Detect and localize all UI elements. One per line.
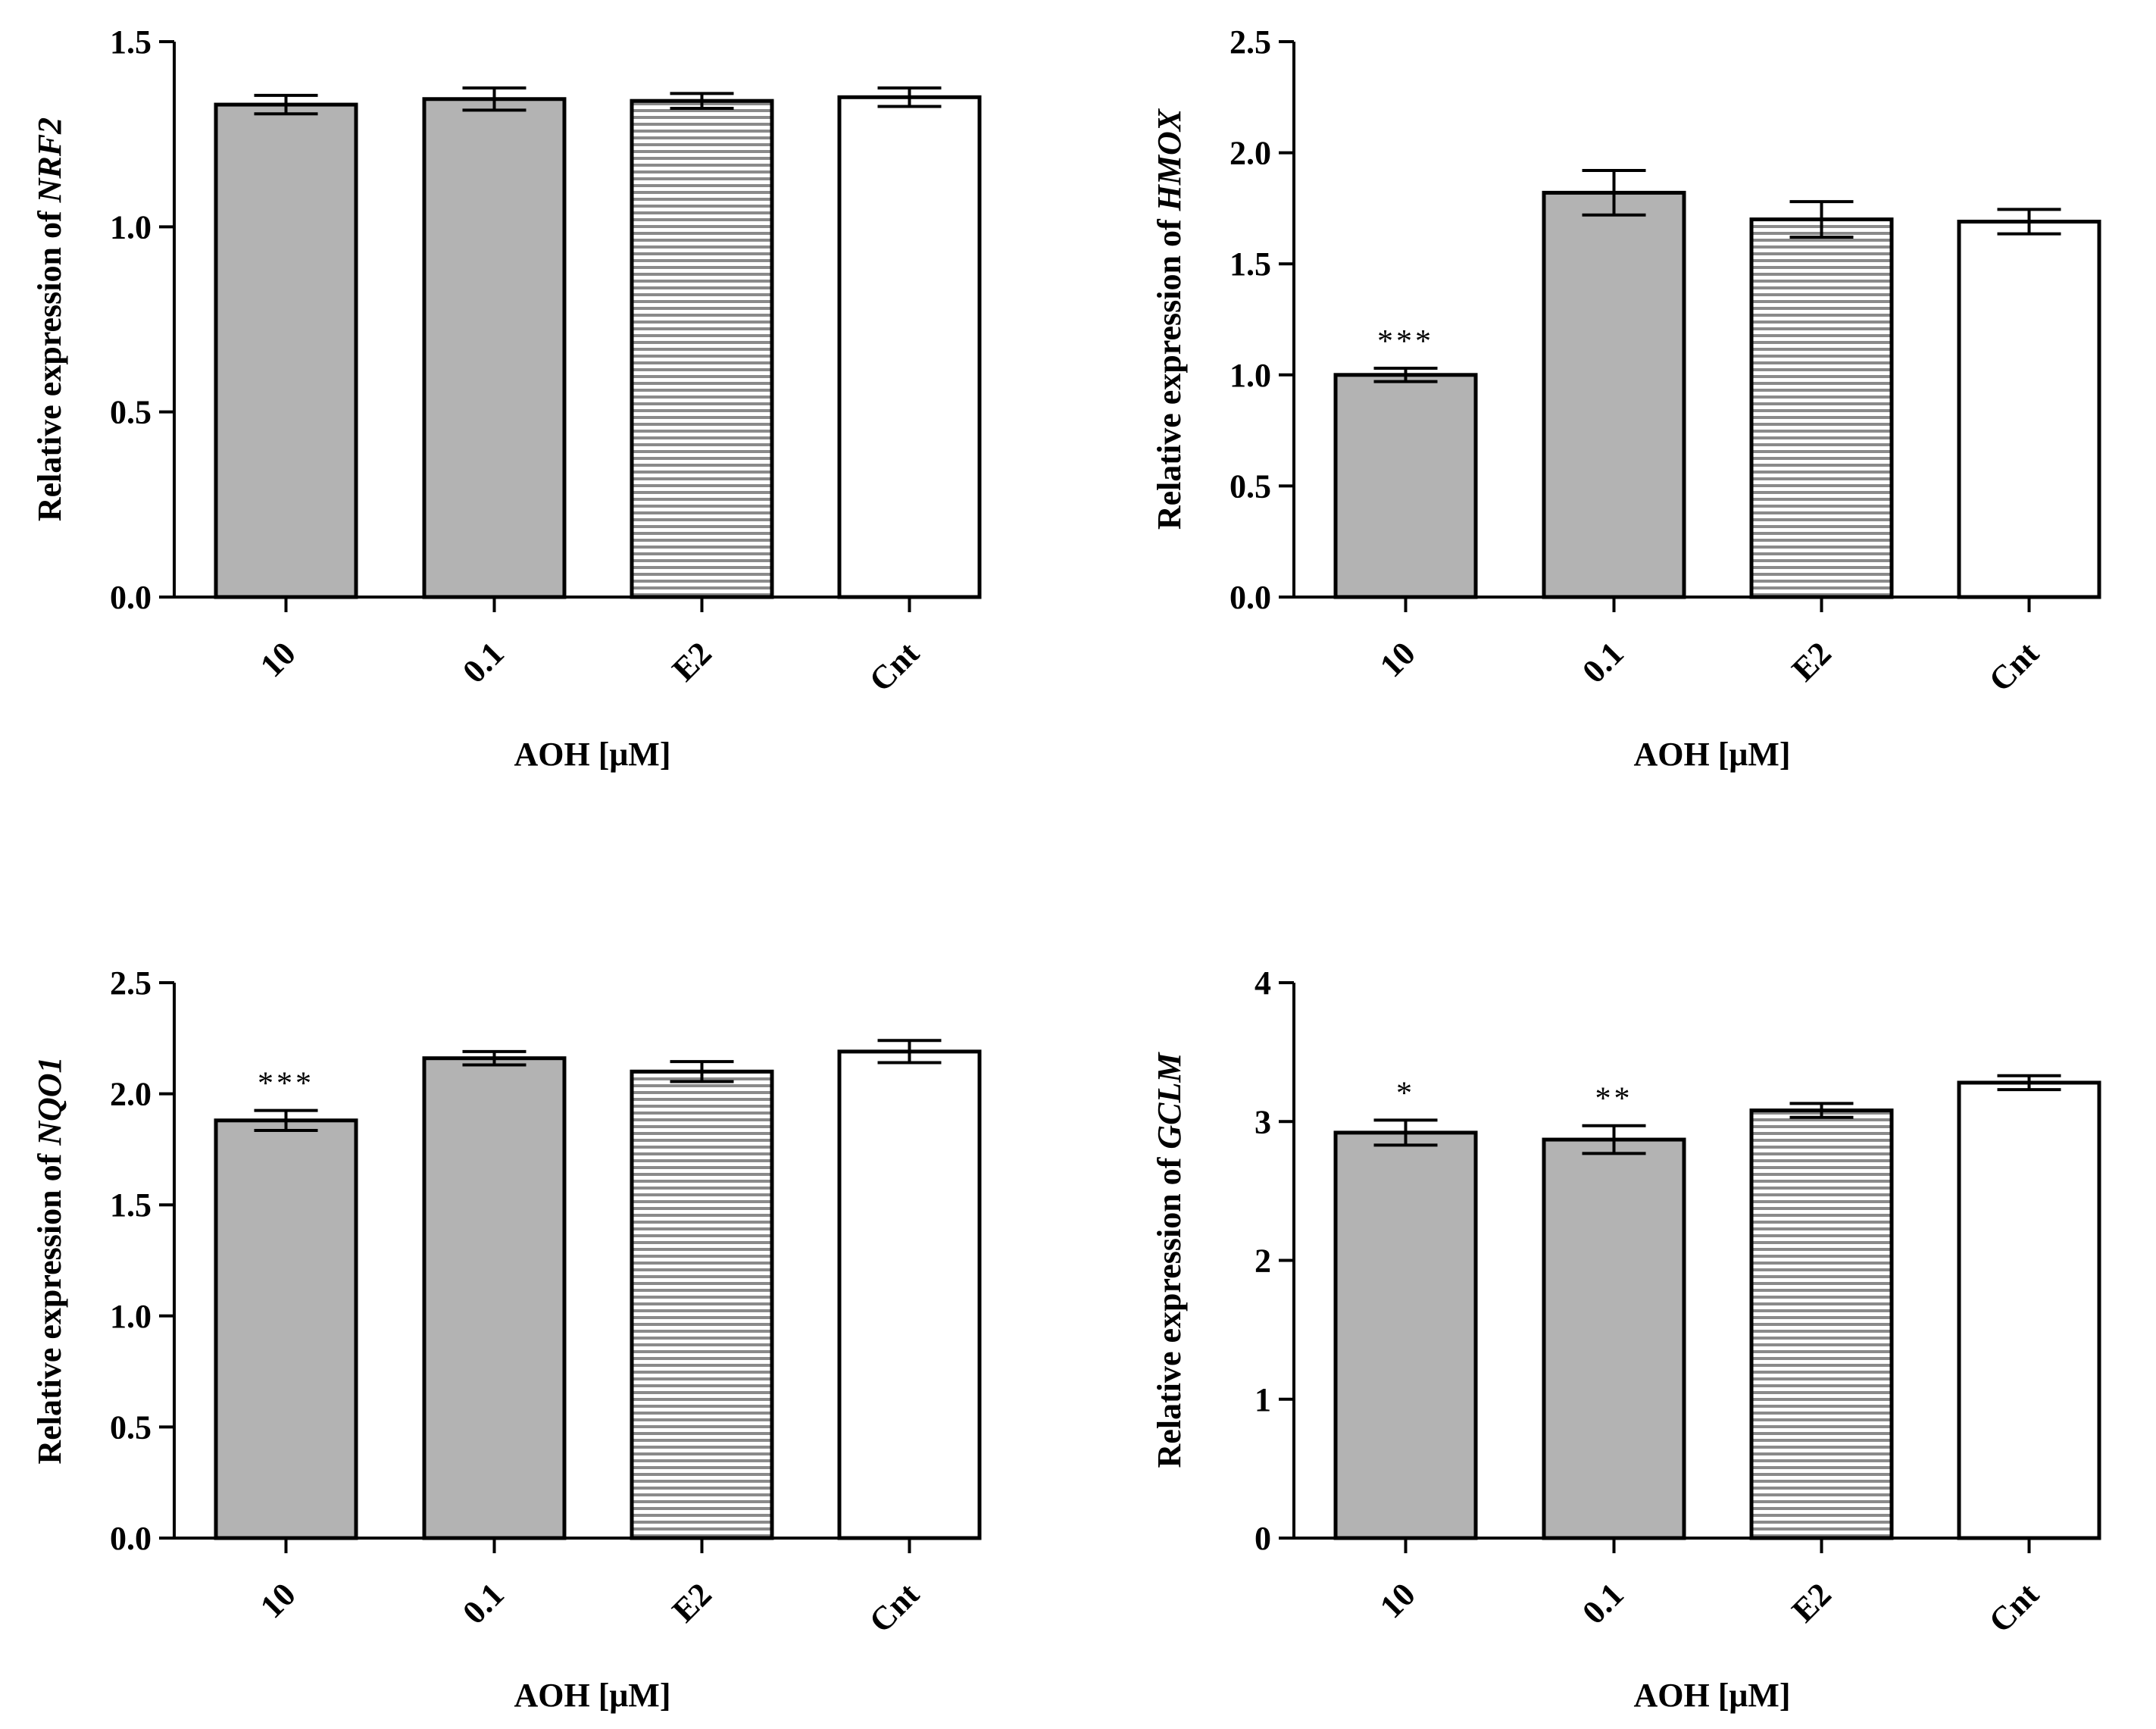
bar-gclm-cnt [1957,1080,2101,1540]
y-axis-label-gclm: Relative expression of GCLM [1151,1052,1188,1468]
x-tick-label-nqo1: 0.1 [455,1576,511,1632]
y-tick-label-hmox: 0.5 [1230,467,1271,505]
y-tick-label-nrf2: 1.5 [110,23,152,61]
error-bar-nrf2 [670,92,734,110]
significance-marker-gclm: ** [1595,1082,1633,1117]
y-tick-label-nrf2: 0.0 [110,579,152,616]
error-bar-hmox [1373,367,1438,383]
bar-hmox-cnt [1957,219,2101,599]
y-tick-label-gclm: 4 [1255,965,1271,1002]
error-bar-nqo1 [254,1108,318,1132]
x-axis-label-nqo1: AOH [μM] [514,1677,670,1714]
error-bar-nrf2 [877,86,942,108]
y-axis-label-prefix: Relative expression of [31,202,68,521]
x-tick-label-gclm: E2 [1785,1576,1839,1630]
y-tick-label-gclm: 1 [1255,1381,1271,1418]
chart-hmox: 0.0 0.5 1.0 1.5 2.0 2.5 Relative expression of… [1151,23,2101,773]
bar-gclm-10 [1333,1130,1478,1540]
x-tick-label-hmox: 0.1 [1575,635,1631,691]
bar-nqo1-0_1 [422,1056,567,1540]
y-axis-label-nqo1: Relative expression of NQO1 [31,1056,68,1464]
y-tick-label-hmox: 1.0 [1230,357,1271,394]
y-tick-label-hmox: 0.0 [1230,579,1271,616]
bar-nrf2-e2 [630,98,774,599]
significance-marker-hmox: *** [1377,324,1434,359]
x-tick-label-gclm: 10 [1373,1576,1423,1626]
x-axis-label-hmox: AOH [μM] [1633,736,1790,773]
x-tick-label-nrf2: E2 [665,635,719,689]
error-bar-nqo1 [462,1049,527,1067]
error-bar-nqo1 [877,1039,942,1065]
chart-nqo1: 0.0 0.5 1.0 1.5 2.0 2.5 Relative expression of… [31,965,982,1714]
chart-nrf2: 0.0 0.5 1.0 1.5 Relative expression of NRF2 1… [31,23,982,773]
y-tick-label-hmox: 1.5 [1230,245,1271,283]
bar-nrf2-cnt [837,95,982,599]
y-tick-label-nrf2: 1.0 [110,208,152,245]
y-tick-label-hmox: 2.5 [1230,23,1271,61]
x-tick-label-gclm: Cnt [1982,1575,2046,1640]
error-bar-gclm [1997,1074,2061,1092]
y-axis-label-gene: GCLM [1151,1052,1188,1149]
bar-nqo1-cnt [837,1049,982,1540]
x-tick-label-nrf2: 10 [253,635,303,685]
y-axis-label-prefix: Relative expression of [1151,1149,1188,1468]
error-bar-hmox [1789,200,1854,239]
x-tick-label-nqo1: 10 [253,1576,303,1626]
chart-gclm: 0 1 2 3 4 Relative expression of GCLM * 10 ** 0.1… [1151,965,2101,1714]
y-tick-label-nqo1: 1.5 [110,1187,152,1224]
y-tick-label-hmox: 2.0 [1230,135,1271,172]
y-tick-label-nqo1: 2.5 [110,965,152,1002]
y-axis-label-gene: NRF2 [31,117,68,203]
error-bar-nrf2 [254,93,318,116]
y-tick-label-gclm: 0 [1255,1520,1271,1557]
bar-nqo1-10 [214,1118,358,1540]
y-tick-label-gclm: 3 [1255,1103,1271,1140]
error-bar-hmox [1997,208,2061,236]
y-tick-label-nqo1: 0.5 [110,1409,152,1446]
significance-marker-gclm: * [1396,1076,1415,1111]
y-tick-label-nqo1: 1.0 [110,1298,152,1335]
y-axis-label-hmox: Relative expression of HMOX [1151,108,1188,530]
error-bar-hmox [1582,169,1646,217]
y-tick-label-gclm: 2 [1255,1243,1271,1280]
significance-marker-nqo1: *** [258,1067,314,1102]
x-axis-label-gclm: AOH [μM] [1633,1677,1790,1714]
x-tick-label-hmox: 10 [1373,635,1423,685]
x-tick-label-nqo1: E2 [665,1576,719,1630]
error-bar-gclm [1373,1118,1438,1147]
y-axis-label-gene: HMOX [1151,108,1188,211]
x-axis-label-nrf2: AOH [μM] [514,736,670,773]
bar-nrf2-10 [214,102,358,599]
bar-nrf2-0_1 [422,97,567,599]
bar-hmox-e2 [1749,217,1894,599]
y-axis-label-prefix: Relative expression of [1151,211,1188,530]
x-tick-label-nrf2: 0.1 [455,635,511,691]
bar-hmox-10 [1333,373,1478,599]
error-bar-nrf2 [462,86,527,112]
x-tick-label-nrf2: Cnt [862,634,926,699]
x-tick-label-hmox: Cnt [1982,634,2046,699]
y-axis-label-gene: NQO1 [31,1056,68,1146]
bar-gclm-e2 [1749,1108,1894,1540]
error-bar-gclm [1582,1124,1646,1155]
y-tick-label-nqo1: 0.0 [110,1520,152,1557]
bar-hmox-0_1 [1542,190,1686,599]
y-tick-label-nqo1: 2.0 [110,1076,152,1113]
y-axis-label-nrf2: Relative expression of NRF2 [31,117,68,521]
error-bar-nqo1 [670,1060,734,1083]
x-tick-label-hmox: E2 [1785,635,1839,689]
bar-nqo1-e2 [630,1069,774,1540]
y-axis-label-prefix: Relative expression of [31,1146,68,1465]
x-tick-label-nqo1: Cnt [862,1575,926,1640]
y-tick-label-nrf2: 0.5 [110,394,152,431]
x-tick-label-gclm: 0.1 [1575,1576,1631,1632]
error-bar-gclm [1789,1102,1854,1119]
bar-gclm-0_1 [1542,1137,1686,1540]
